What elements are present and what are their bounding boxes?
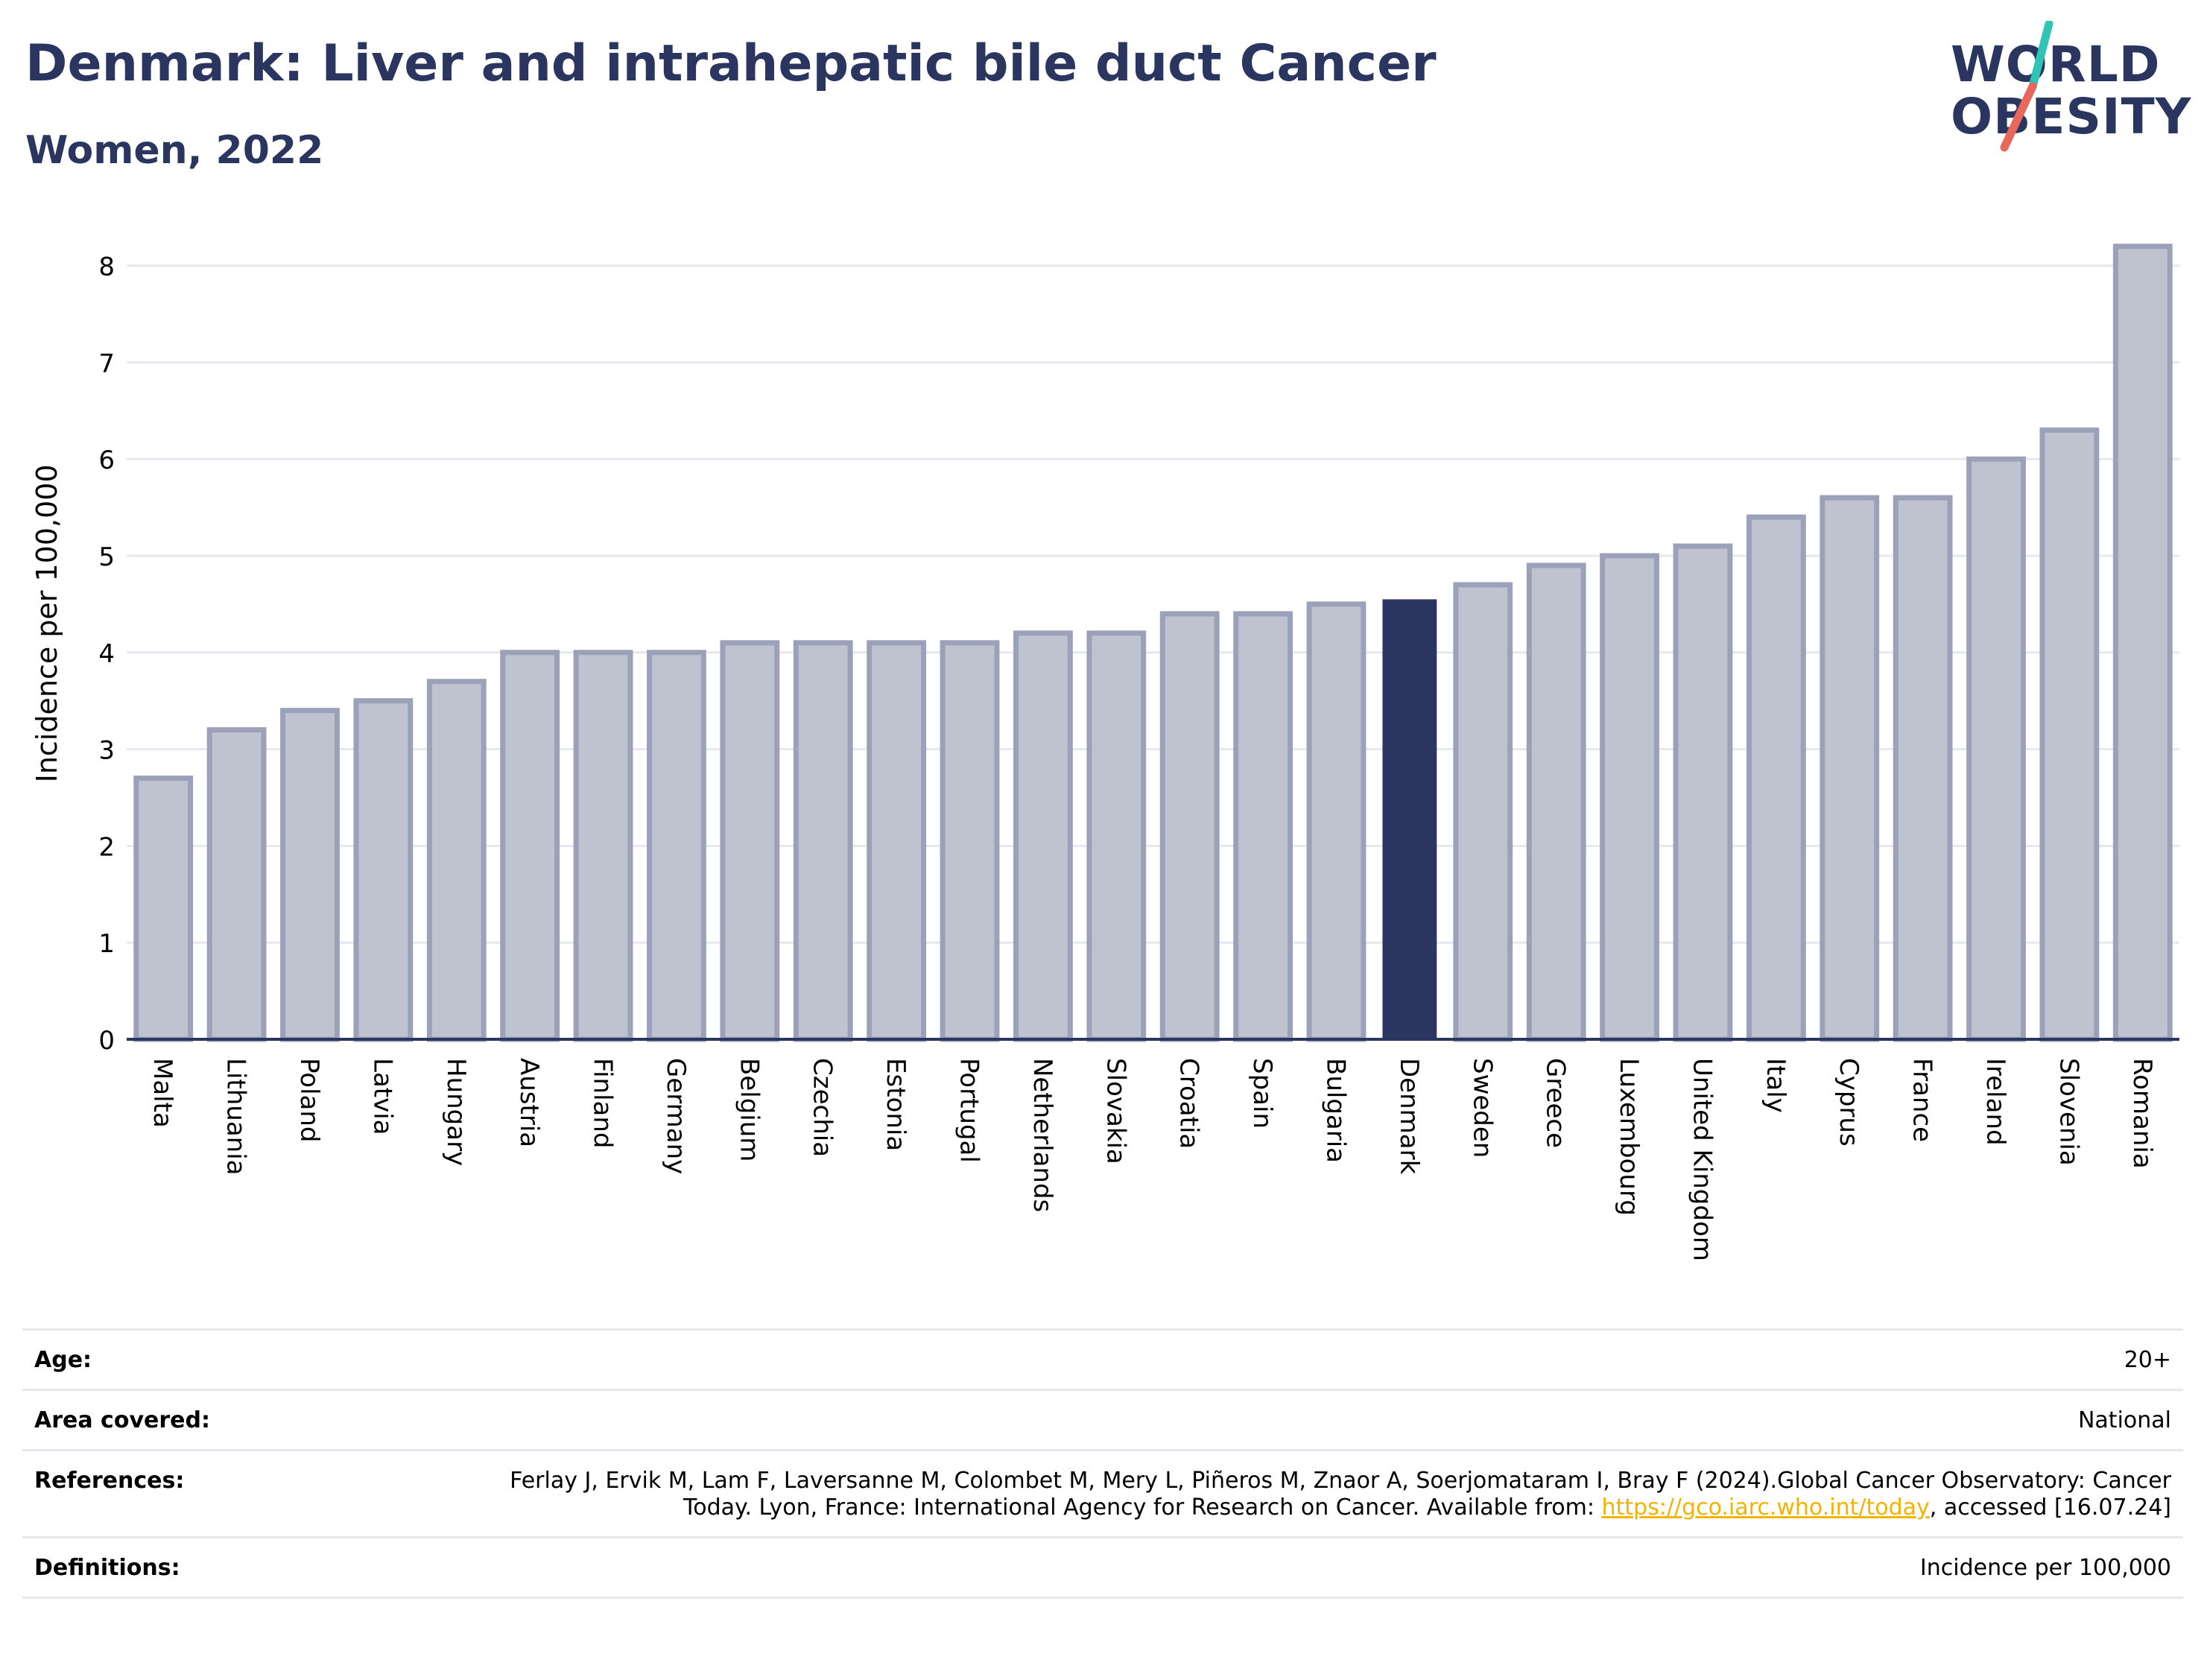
references-value: Ferlay J, Ervik M, Lam F, Laversanne M, … xyxy=(457,1468,2171,1521)
logo-line-2: OBESITY xyxy=(1951,88,2192,145)
y-tick-label: 3 xyxy=(98,736,115,766)
age-label: Age: xyxy=(34,1347,92,1373)
x-tick-label: Bulgaria xyxy=(1320,1058,1350,1163)
bar-austria xyxy=(500,650,560,1042)
y-tick-label: 2 xyxy=(98,832,115,862)
references-text-1: Ferlay J, Ervik M, Lam F, Laversanne M, … xyxy=(510,1468,2171,1521)
x-tick-label: Slovakia xyxy=(1101,1058,1130,1164)
x-tick-label: Greece xyxy=(1541,1058,1571,1148)
x-tick-labels: Malta Lithuania Poland Latvia Hungary Austria… xyxy=(148,1058,2157,1261)
x-tick-label: Cyprus xyxy=(1834,1058,1863,1147)
bar-france xyxy=(1893,495,1953,1042)
x-tick-label: Finland xyxy=(588,1058,618,1149)
bar-germany xyxy=(647,650,706,1042)
bar-italy xyxy=(1746,514,1806,1042)
y-tick-label: 4 xyxy=(98,639,115,669)
y-tick-labels: 0 1 2 3 4 5 6 7 8 xyxy=(98,253,115,1056)
references-link[interactable]: https://gco.iarc.who.int/today xyxy=(1601,1494,1930,1521)
bar-denmark xyxy=(1382,599,1437,1039)
y-tick-label: 5 xyxy=(98,542,115,572)
bar-croatia xyxy=(1159,611,1220,1042)
x-tick-label: Germany xyxy=(661,1058,691,1174)
x-tick-label: Estonia xyxy=(881,1058,911,1151)
x-tick-label: Luxembourg xyxy=(1614,1058,1644,1216)
x-tick-label: Sweden xyxy=(1467,1058,1497,1158)
logo-slash-icon xyxy=(2000,21,2053,152)
x-tick-label: United Kingdom xyxy=(1687,1058,1717,1261)
meta-row-definitions: Definitions: Incidence per 100,000 xyxy=(22,1536,2183,1599)
bar-slovenia xyxy=(2039,427,2100,1042)
bar-poland xyxy=(280,708,340,1042)
y-tick-label: 6 xyxy=(98,446,115,475)
bar-greece xyxy=(1526,562,1586,1042)
x-tick-label: Poland xyxy=(294,1058,324,1143)
bar-romania xyxy=(2112,244,2173,1042)
y-tick-label: 0 xyxy=(98,1026,115,1056)
y-tick-label: 8 xyxy=(98,253,115,282)
x-tick-label: Hungary xyxy=(441,1058,471,1166)
bar-malta xyxy=(133,776,194,1042)
bar-finland xyxy=(573,650,633,1042)
x-tick-label: Spain xyxy=(1247,1058,1277,1129)
bar-lithuania xyxy=(206,727,267,1042)
bar-cyprus xyxy=(1820,495,1880,1042)
x-tick-label: Slovenia xyxy=(2053,1058,2083,1166)
world-obesity-logo: WORLD OBESITY xyxy=(1945,21,2191,155)
y-tick-label: 1 xyxy=(98,929,115,959)
bar-luxembourg xyxy=(1600,553,1659,1042)
bar-sweden xyxy=(1453,582,1513,1042)
x-tick-label: France xyxy=(1907,1058,1937,1142)
bar-bulgaria xyxy=(1306,601,1367,1042)
metadata-table: Age: 20+ Area covered: National Referenc… xyxy=(22,1328,2183,1599)
x-tick-label: Lithuania xyxy=(221,1058,251,1175)
meta-row-references: References: Ferlay J, Ervik M, Lam F, La… xyxy=(22,1449,2183,1536)
x-tick-label: Latvia xyxy=(367,1058,397,1135)
age-value: 20+ xyxy=(2124,1347,2171,1373)
bar-netherlands xyxy=(1013,630,1073,1042)
bar-ireland xyxy=(1966,456,2026,1042)
y-tick-label: 7 xyxy=(98,349,115,378)
logo-line-1: WORLD xyxy=(1951,36,2161,93)
x-tick-label: Italy xyxy=(1761,1058,1790,1113)
bar-latvia xyxy=(353,698,414,1042)
bar-belgium xyxy=(720,640,780,1042)
definitions-value: Incidence per 100,000 xyxy=(1919,1555,2171,1581)
y-axis-label: Incidence per 100,000 xyxy=(31,464,63,782)
chart-title: Denmark: Liver and intrahepatic bile duc… xyxy=(25,34,1437,93)
bars xyxy=(133,244,2173,1042)
x-tick-label: Croatia xyxy=(1174,1058,1204,1149)
x-tick-label: Austria xyxy=(514,1058,544,1147)
area-label: Area covered: xyxy=(34,1407,210,1433)
bar-hungary xyxy=(426,679,487,1042)
bar-united-kingdom xyxy=(1673,543,1733,1042)
references-label: References: xyxy=(34,1468,185,1494)
meta-row-area: Area covered: National xyxy=(22,1389,2183,1449)
x-tick-label: Denmark xyxy=(1394,1058,1424,1175)
bar-slovakia xyxy=(1086,630,1147,1042)
bar-czechia xyxy=(793,640,853,1042)
x-tick-label: Czechia xyxy=(808,1058,837,1157)
x-tick-label: Romania xyxy=(2127,1058,2157,1169)
bar-chart: 0 1 2 3 4 5 6 7 8 Malta Lithuania Poland Latvia Hung… xyxy=(31,244,2179,1261)
x-tick-label: Malta xyxy=(148,1058,177,1128)
area-value: National xyxy=(2077,1407,2171,1433)
chart-subtitle: Women, 2022 xyxy=(25,128,324,173)
bar-spain xyxy=(1233,611,1293,1042)
x-tick-label: Belgium xyxy=(734,1058,764,1161)
references-text-2: , accessed [16.07.24] xyxy=(1929,1494,2171,1521)
x-tick-label: Netherlands xyxy=(1027,1058,1057,1212)
bar-estonia xyxy=(867,640,927,1042)
definitions-label: Definitions: xyxy=(34,1555,180,1581)
bar-portugal xyxy=(940,640,1000,1042)
x-tick-label: Ireland xyxy=(1980,1058,2010,1146)
meta-row-age: Age: 20+ xyxy=(22,1328,2183,1389)
x-tick-label: Portugal xyxy=(954,1058,984,1163)
